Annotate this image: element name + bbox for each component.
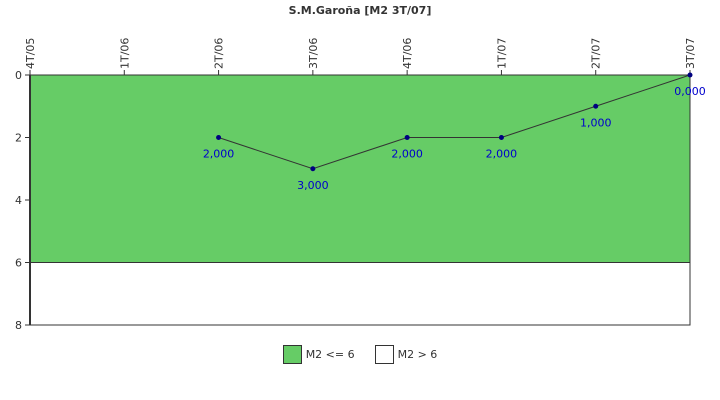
x-tick-label: 3T/06 [307, 38, 320, 69]
data-point [404, 135, 410, 140]
chart-title: S.M.Garoña [M2 3T/07] [288, 4, 432, 17]
legend-label-white: M2 > 6 [397, 348, 438, 361]
y-tick-label: 6 [15, 257, 22, 270]
y-tick-label: 8 [15, 319, 22, 332]
data-label: 2,000 [391, 148, 423, 161]
data-point [687, 72, 693, 78]
x-tick-label: 3T/07 [684, 38, 697, 69]
legend-item-white: M2 > 6 [374, 345, 438, 364]
legend-item-green: M2 <= 6 [282, 345, 355, 364]
legend-swatch-green [282, 345, 302, 364]
series-line [218, 74, 691, 170]
chart-legend: M2 <= 6 M2 > 6 [0, 345, 720, 364]
data-point [593, 103, 599, 109]
y-tick-label: 2 [15, 132, 22, 145]
data-label: 1,000 [580, 116, 612, 129]
data-point [216, 135, 222, 140]
x-tick-label: 2T/07 [590, 38, 603, 69]
x-tick-label: 4T/06 [401, 38, 414, 69]
x-tick-label: 1T/06 [118, 38, 131, 69]
data-label: 3,000 [297, 179, 329, 192]
legend-swatch-white [374, 345, 394, 364]
x-tick-label: 2T/06 [213, 38, 226, 69]
data-label: 2,000 [486, 148, 518, 161]
x-tick-label: 1T/07 [495, 38, 508, 69]
data-point [498, 135, 504, 140]
band-0 [29, 74, 691, 263]
x-tick-label: 4T/05 [24, 38, 37, 69]
band-1 [29, 262, 691, 326]
y-tick-label: 0 [15, 69, 22, 82]
legend-label-green: M2 <= 6 [305, 348, 355, 361]
data-label: 2,000 [203, 148, 235, 161]
data-label: 0,000 [674, 85, 706, 98]
y-tick-label: 4 [15, 194, 22, 207]
data-point [310, 166, 316, 172]
